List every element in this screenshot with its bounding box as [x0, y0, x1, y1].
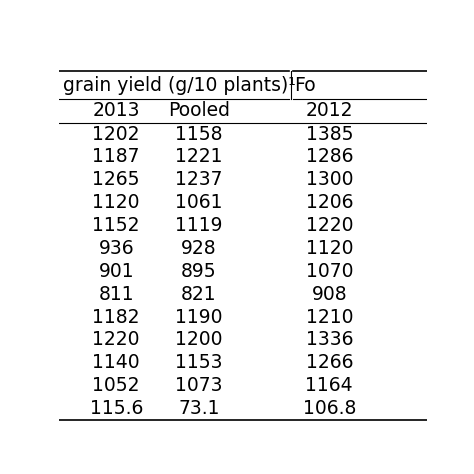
- Text: 1164: 1164: [305, 376, 353, 395]
- Text: 1119: 1119: [175, 216, 223, 235]
- Text: 1182: 1182: [92, 308, 140, 327]
- Text: Fo: Fo: [294, 76, 316, 95]
- Text: 1187: 1187: [92, 147, 140, 166]
- Text: 1120: 1120: [306, 239, 353, 258]
- Text: 901: 901: [99, 262, 134, 281]
- Text: 811: 811: [99, 285, 134, 304]
- Text: 1202: 1202: [92, 125, 140, 144]
- Text: 1385: 1385: [306, 125, 353, 144]
- Text: 2012: 2012: [306, 101, 353, 120]
- Text: 2013: 2013: [92, 101, 140, 120]
- Text: 1210: 1210: [306, 308, 353, 327]
- Text: 1220: 1220: [92, 330, 140, 349]
- Text: 1336: 1336: [306, 330, 353, 349]
- Text: 1120: 1120: [92, 193, 140, 212]
- Text: 1221: 1221: [175, 147, 223, 166]
- Text: 1300: 1300: [306, 170, 353, 189]
- Text: 928: 928: [181, 239, 217, 258]
- Text: 1206: 1206: [306, 193, 353, 212]
- Text: 1152: 1152: [92, 216, 140, 235]
- Text: 895: 895: [181, 262, 217, 281]
- Text: 1266: 1266: [306, 353, 353, 373]
- Text: Pooled: Pooled: [168, 101, 230, 120]
- Text: 936: 936: [99, 239, 134, 258]
- Text: 115.6: 115.6: [90, 399, 143, 418]
- Text: 73.1: 73.1: [178, 399, 219, 418]
- Text: 1286: 1286: [306, 147, 353, 166]
- Text: 1070: 1070: [306, 262, 353, 281]
- Text: 1190: 1190: [175, 308, 223, 327]
- Text: 1265: 1265: [92, 170, 140, 189]
- Text: 1220: 1220: [306, 216, 353, 235]
- Text: 1158: 1158: [175, 125, 223, 144]
- Text: 821: 821: [181, 285, 217, 304]
- Text: 1073: 1073: [175, 376, 223, 395]
- Text: 908: 908: [311, 285, 347, 304]
- Text: 1140: 1140: [92, 353, 140, 373]
- Text: 106.8: 106.8: [302, 399, 356, 418]
- Text: 1052: 1052: [92, 376, 140, 395]
- Text: 1200: 1200: [175, 330, 223, 349]
- Text: 1061: 1061: [175, 193, 223, 212]
- Text: grain yield (g/10 plants)¹: grain yield (g/10 plants)¹: [63, 76, 296, 95]
- Text: 1237: 1237: [175, 170, 223, 189]
- Text: 1153: 1153: [175, 353, 223, 373]
